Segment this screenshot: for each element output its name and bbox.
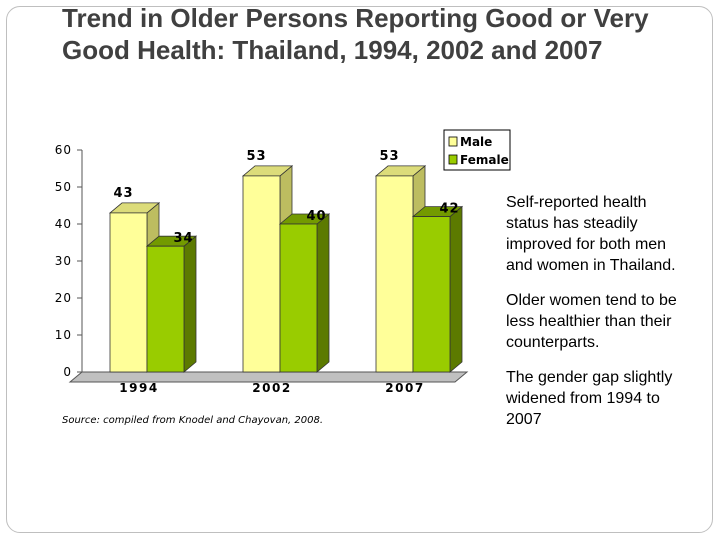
note-gender-gap: The gender gap slightly widened from 199… (506, 369, 673, 428)
y-tick-label: 60 (55, 143, 72, 157)
data-label: 53 (246, 149, 266, 164)
chart-floor (68, 371, 469, 383)
data-label: 40 (306, 209, 326, 224)
page-title: Trend in Older Persons Reporting Good or… (62, 3, 649, 65)
note-women-less-healthy: Older women tend to be less healthier th… (506, 292, 677, 351)
note-health-improved: Self-reported health status has steadily… (506, 194, 676, 274)
data-label: 53 (379, 149, 399, 164)
y-tick-label: 50 (55, 180, 72, 194)
data-label: 34 (173, 231, 193, 246)
x-category-label: 1994 (119, 381, 158, 395)
legend-label: Female (460, 153, 509, 167)
data-label: 43 (113, 186, 133, 201)
x-category-label: 2007 (385, 381, 424, 395)
source-note: Source: compiled from Knodel and Chayova… (62, 415, 324, 426)
y-tick-label: 10 (55, 328, 72, 342)
y-tick-label: 20 (55, 291, 72, 305)
bar-male (242, 175, 281, 373)
slide-frame (6, 6, 713, 533)
y-tick-label: 30 (55, 254, 72, 268)
legend-swatch (448, 136, 458, 147)
data-label: 42 (439, 202, 459, 217)
bar-female (146, 245, 185, 373)
y-tick-label: 0 (63, 365, 72, 379)
bar-female (279, 223, 318, 373)
bar-side (316, 213, 330, 373)
bar-side (449, 205, 463, 373)
y-tick-label: 40 (55, 217, 72, 231)
bar-male (109, 212, 148, 373)
bar-female (412, 216, 451, 373)
legend-swatch (448, 154, 458, 165)
notes-panel: Self-reported health status has steadily… (506, 192, 691, 444)
bar-male (375, 175, 414, 373)
bar-side (183, 235, 197, 373)
legend-label: Male (460, 135, 492, 149)
x-category-label: 2002 (252, 381, 291, 395)
